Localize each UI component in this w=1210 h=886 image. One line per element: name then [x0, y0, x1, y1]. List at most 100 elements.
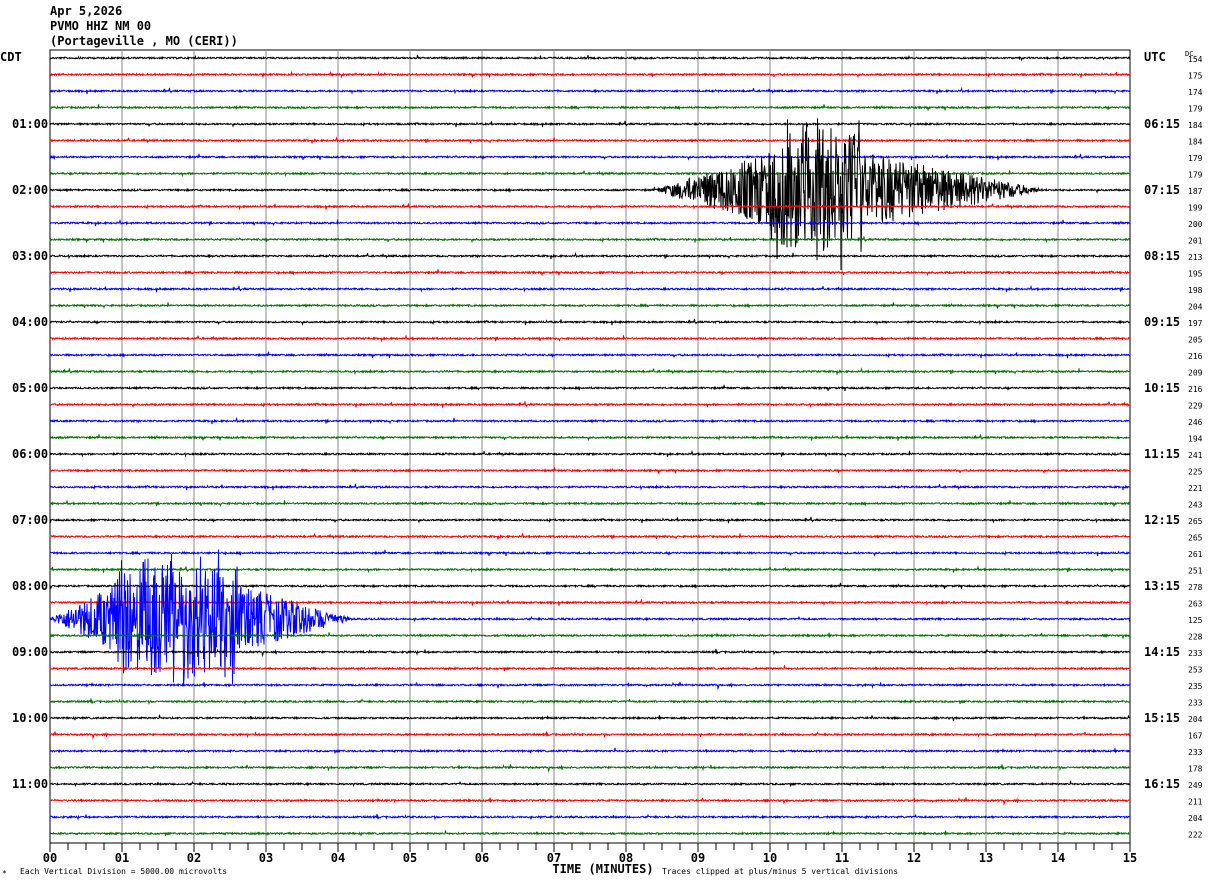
- dc-offset-value: 261: [1188, 550, 1203, 559]
- x-tick-label: 08: [619, 851, 633, 865]
- seismic-trace: [49, 449, 1131, 458]
- seismic-trace: [49, 549, 1131, 686]
- dc-offset-value: 174: [1188, 88, 1203, 97]
- seismic-trace: [49, 302, 1131, 309]
- x-tick-label: 15: [1123, 851, 1137, 865]
- seismic-trace: [49, 780, 1131, 788]
- dc-offset-value: 194: [1188, 435, 1203, 444]
- x-tick-label: 06: [475, 851, 489, 865]
- seismic-trace: [49, 499, 1131, 507]
- seismic-trace: [49, 698, 1131, 706]
- seismic-trace: [49, 681, 1131, 691]
- dc-offset-value: 265: [1188, 517, 1203, 526]
- dc-offset-value: 184: [1188, 121, 1203, 130]
- seismic-trace: [49, 599, 1131, 607]
- x-tick-label: 03: [259, 851, 273, 865]
- dc-offset-value: 204: [1188, 715, 1203, 724]
- dc-offset-value: 233: [1188, 699, 1203, 708]
- dc-offset-value: 187: [1188, 187, 1203, 196]
- dc-offset-value: 125: [1188, 616, 1203, 625]
- dc-offset-value: 216: [1188, 385, 1203, 394]
- x-axis-title: TIME (MINUTES): [552, 862, 653, 876]
- x-tick-label: 09: [691, 851, 705, 865]
- seismic-trace: [49, 70, 1131, 79]
- date-label: Apr 5,2026: [50, 4, 123, 18]
- seismic-trace: [49, 136, 1131, 144]
- dc-offset-value: 251: [1188, 567, 1203, 576]
- dc-offset-value: 216: [1188, 352, 1203, 361]
- dc-offset-value: 201: [1188, 237, 1203, 246]
- cdt-time-label: 11:00: [12, 777, 48, 791]
- seismic-trace: [49, 796, 1131, 806]
- seismic-trace: [49, 367, 1131, 376]
- dc-offset-value: 179: [1188, 171, 1203, 180]
- utc-time-label: 06:15: [1144, 117, 1180, 131]
- cdt-time-label: 01:00: [12, 117, 48, 131]
- seismic-trace: [49, 467, 1130, 475]
- cdt-time-label: 10:00: [12, 711, 48, 725]
- x-tick-label: 00: [43, 851, 57, 865]
- dc-offset-value: 222: [1188, 831, 1203, 840]
- dc-offset-value: 204: [1188, 814, 1203, 823]
- dc-offset-value: 178: [1188, 765, 1203, 774]
- plot-frame: [49, 49, 1131, 844]
- seismic-trace: [49, 318, 1131, 326]
- seismic-trace: [49, 434, 1131, 442]
- seismic-trace: [49, 582, 1131, 590]
- x-tick-label: 04: [331, 851, 345, 865]
- dc-offset-value: 235: [1188, 682, 1203, 691]
- dc-offset-value: 225: [1188, 468, 1203, 477]
- seismic-trace: [49, 120, 1131, 128]
- dc-offset-value: 199: [1188, 204, 1203, 213]
- x-tick-label: 12: [907, 851, 921, 865]
- dc-offset-value: 205: [1188, 336, 1203, 345]
- x-tick-label: 07: [547, 851, 561, 865]
- utc-time-label: 07:15: [1144, 183, 1180, 197]
- dc-offset-value: 175: [1188, 72, 1203, 81]
- seismic-trace: [49, 731, 1131, 740]
- seismic-trace: [49, 218, 1131, 227]
- dc-offset-value: 197: [1188, 319, 1203, 328]
- seismic-trace: [49, 532, 1131, 540]
- dc-offset-value: 167: [1188, 732, 1203, 741]
- x-tick-label: 11: [835, 851, 849, 865]
- seismic-trace: [49, 648, 1131, 658]
- seismic-trace: [49, 54, 1131, 61]
- cdt-time-label: 08:00: [12, 579, 48, 593]
- seismic-trace: [49, 203, 1131, 211]
- seismic-trace: [49, 665, 1131, 672]
- dc-offset-value: 265: [1188, 534, 1203, 543]
- x-tick-label: 13: [979, 851, 993, 865]
- seismic-trace: [49, 251, 1131, 260]
- seismic-trace: [49, 334, 1131, 342]
- seismic-trace: [49, 416, 1131, 425]
- dc-offset-value: 263: [1188, 600, 1203, 609]
- dc-title: DC: [1185, 50, 1193, 58]
- utc-time-label: 13:15: [1144, 579, 1180, 593]
- dc-offset-value: 184: [1188, 138, 1203, 147]
- utc-time-label: 15:15: [1144, 711, 1180, 725]
- seismic-trace: [49, 830, 1131, 837]
- seismic-trace: [49, 384, 1131, 392]
- dc-offset-value: 213: [1188, 253, 1203, 262]
- seismic-trace: [49, 351, 1131, 359]
- cdt-time-label: 02:00: [12, 183, 48, 197]
- location-label: (Portageville , MO (CERI)): [50, 34, 238, 48]
- cdt-axis-title: CDT: [0, 50, 22, 64]
- cdt-time-label: 05:00: [12, 381, 48, 395]
- dc-offset-value: 179: [1188, 105, 1203, 114]
- dc-offset-value: 209: [1188, 369, 1203, 378]
- seismic-trace: [49, 118, 1131, 271]
- utc-time-label: 16:15: [1144, 777, 1180, 791]
- seismic-trace: [49, 236, 1131, 244]
- dc-offset-value: 200: [1188, 220, 1203, 229]
- dc-offset-value: 241: [1188, 451, 1203, 460]
- cdt-time-label: 09:00: [12, 645, 48, 659]
- seismic-trace: [49, 284, 1131, 293]
- utc-time-label: 14:15: [1144, 645, 1180, 659]
- x-tick-label: 10: [763, 851, 777, 865]
- dc-offset-value: 278: [1188, 583, 1203, 592]
- seismic-trace: [49, 483, 1131, 491]
- x-tick-label: 02: [187, 851, 201, 865]
